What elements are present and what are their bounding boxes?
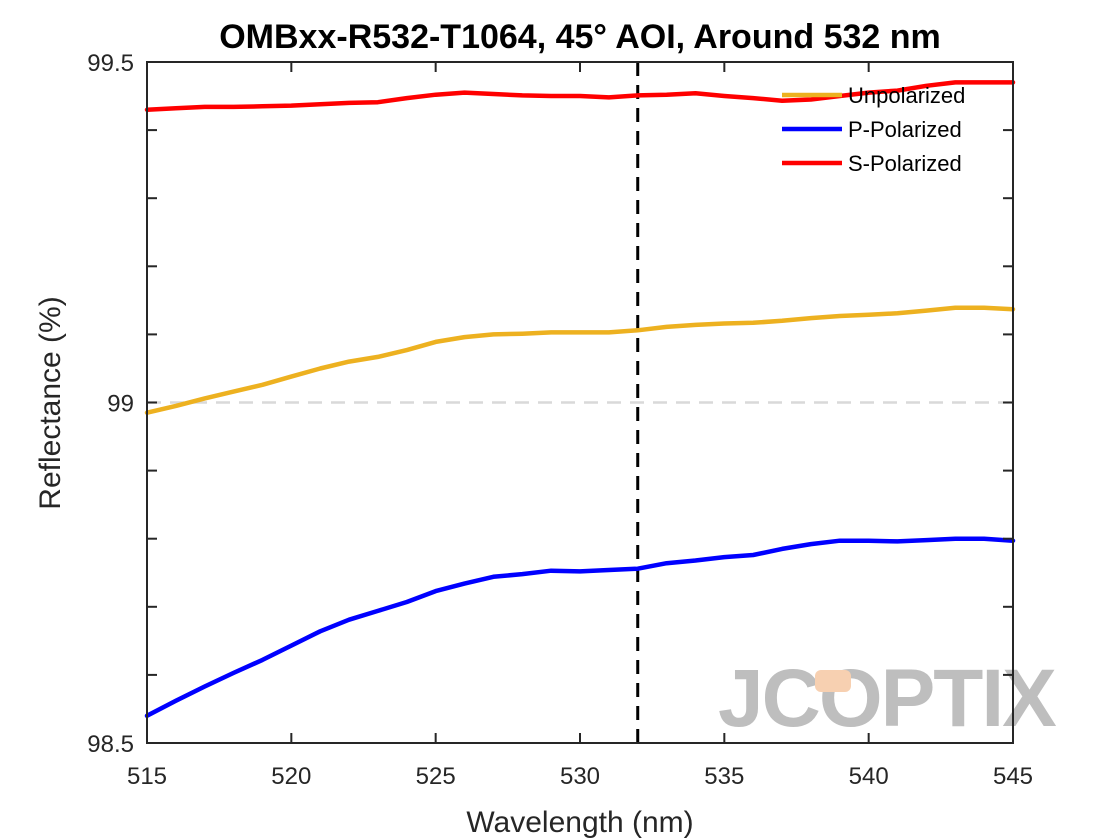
x-tick-label: 515 xyxy=(127,763,167,790)
x-tick-label: 525 xyxy=(416,763,456,790)
series-line-p-polarized xyxy=(144,536,1016,719)
x-tick-label: 520 xyxy=(271,763,311,790)
x-tick-label: 540 xyxy=(849,763,889,790)
logo-accent xyxy=(815,670,851,692)
series-line-unpolarized xyxy=(144,305,1016,415)
logo-text: JCOPTIX xyxy=(718,653,1056,744)
x-tick-label: 545 xyxy=(993,763,1033,790)
legend-label-p-polarized: P-Polarized xyxy=(848,117,962,142)
y-axis-ticks: 98.5 99 99.5 xyxy=(87,50,1013,758)
jcoptix-logo: JCOPTIX xyxy=(718,653,1058,744)
chart-title: OMBxx-R532-T1064, 45° AOI, Around 532 nm xyxy=(219,18,941,56)
reference-lines xyxy=(147,62,1013,743)
x-tick-label: 530 xyxy=(560,763,600,790)
x-tick-label: 535 xyxy=(704,763,744,790)
y-tick-label: 99 xyxy=(107,391,134,418)
legend-label-s-polarized: S-Polarized xyxy=(848,151,962,176)
y-tick-label: 98.5 xyxy=(87,731,134,758)
series-lines xyxy=(144,80,1016,719)
legend-label-unpolarized: Unpolarized xyxy=(848,83,965,108)
series-line-s-polarized xyxy=(144,80,1016,112)
x-axis-ticks: 515 520 525 530 535 540 545 xyxy=(127,62,1033,790)
legend: Unpolarized P-Polarized S-Polarized xyxy=(782,83,965,176)
x-axis-label: Wavelength (nm) xyxy=(466,806,693,839)
y-axis-label: Reflectance (%) xyxy=(34,296,67,509)
y-tick-label: 99.5 xyxy=(87,50,134,77)
